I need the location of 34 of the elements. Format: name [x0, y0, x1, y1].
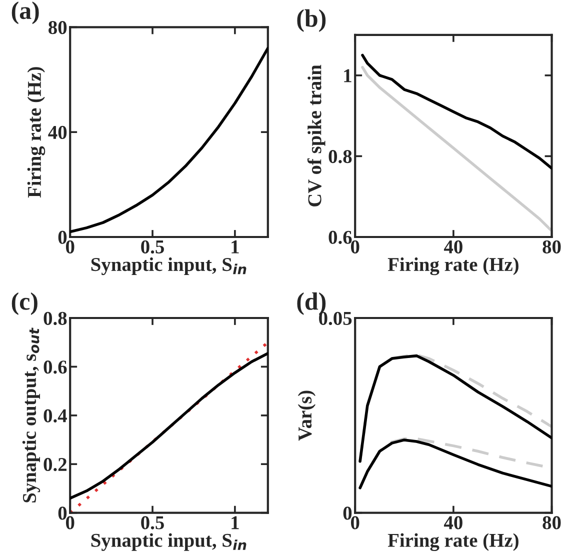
- chart-title: (a): [12, 2, 39, 24]
- y-tick-label: 0.6: [44, 360, 67, 374]
- x-tick-label: 80: [542, 516, 561, 530]
- y-axis-title: CV of spike train: [307, 64, 326, 206]
- y-tick-label: 0: [58, 506, 67, 520]
- y-tick-label: 1: [344, 69, 352, 82]
- y-tick-label: 0.2: [44, 458, 66, 472]
- x-axis-title: Synaptic input, S$_{in}$: [91, 257, 246, 276]
- y-axis-title: Firing rate (Hz): [27, 67, 46, 198]
- y-axis-title: Synaptic output, s$_{out}$: [22, 328, 40, 502]
- y-tick-label: 80: [48, 21, 67, 34]
- y-tick-label: 0.8: [328, 150, 352, 164]
- y-tick-label: 0: [343, 506, 352, 520]
- x-tick-label: 40: [444, 516, 462, 530]
- x-tick-label: 1: [232, 516, 239, 530]
- x-axis-title: Synaptic input, S$_{in}$: [91, 533, 246, 551]
- x-tick-label: 80: [542, 240, 561, 254]
- y-axis-title: Var(s): [298, 390, 316, 441]
- y-tick-label: 40: [48, 126, 67, 140]
- y-tick-label: 0: [58, 230, 67, 244]
- y-tick-label: 0.8: [44, 312, 67, 326]
- chart-title: (c): [12, 292, 38, 316]
- line-series: [361, 54, 552, 170]
- x-tick-label: 1: [232, 240, 239, 254]
- chart-title: (b): [297, 9, 326, 32]
- x-axis-title: Firing rate (Hz): [388, 533, 518, 552]
- x-tick-label: 0.5: [141, 516, 164, 530]
- y-tick-label: 0.4: [44, 409, 67, 422]
- line-series: [70, 46, 268, 234]
- line-series: [361, 66, 552, 232]
- x-tick-label: 0.5: [141, 240, 164, 254]
- y-tick-label: 0.6: [328, 230, 352, 244]
- x-axis-title: Firing rate (Hz): [388, 257, 518, 276]
- x-tick-label: 40: [444, 240, 462, 254]
